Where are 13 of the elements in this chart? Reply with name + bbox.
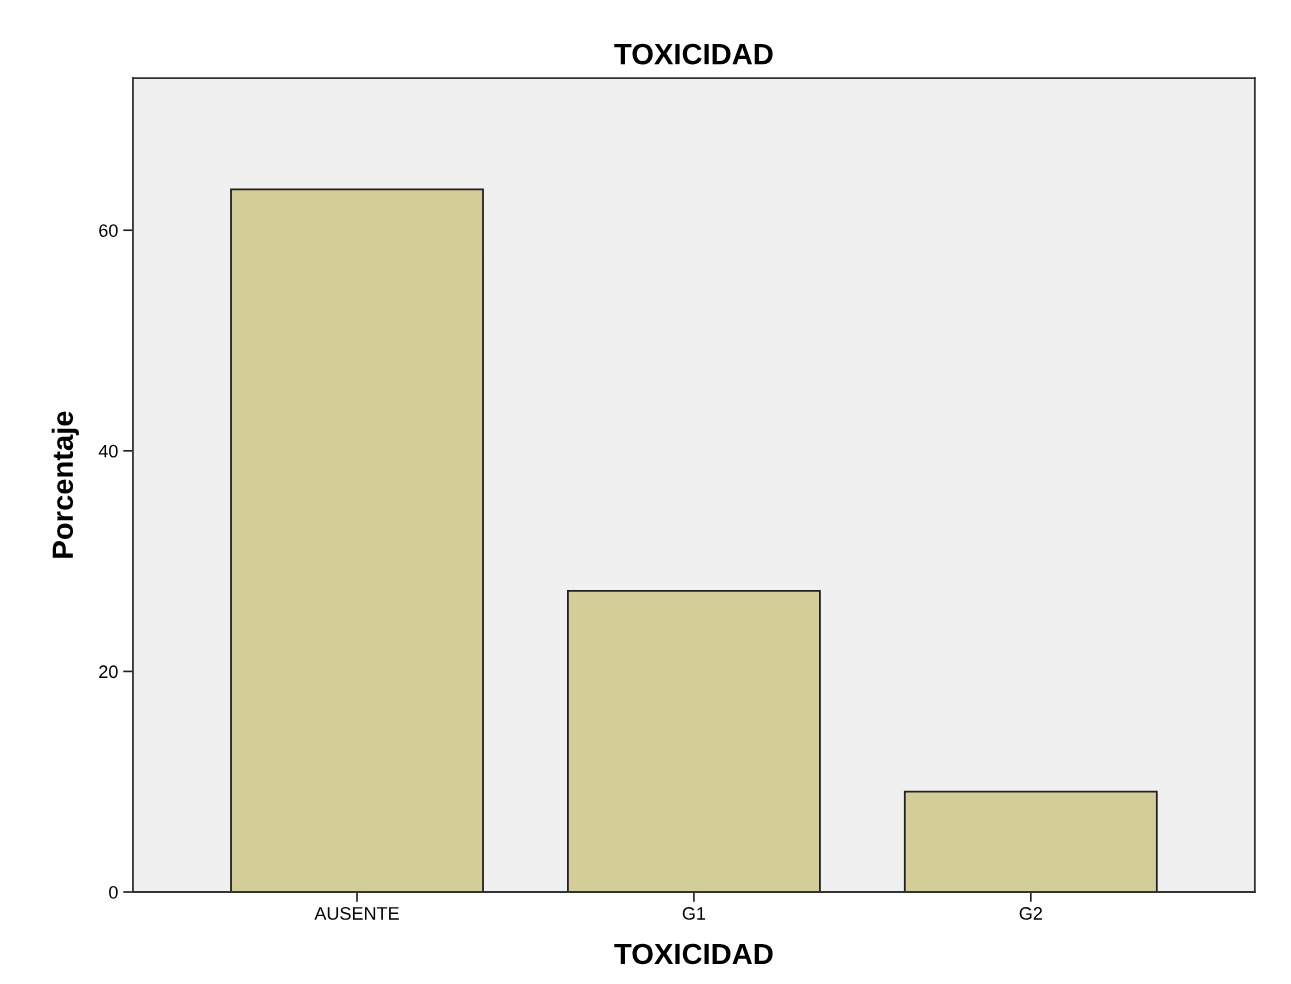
y-tick-label: 60 — [99, 224, 118, 237]
bar — [567, 589, 821, 892]
x-tick-label: AUSENTE — [314, 907, 399, 920]
x-tick-label: G1 — [682, 907, 706, 920]
bar — [903, 790, 1158, 892]
x-tick-label: G2 — [1019, 907, 1042, 920]
y-tick-label: 0 — [109, 885, 118, 899]
y-axis-title: Porcentaje — [51, 411, 79, 558]
y-tick-label: 20 — [99, 665, 118, 679]
chart-title: TOXICIDAD — [614, 43, 773, 65]
x-axis-title: TOXICIDAD — [614, 943, 773, 965]
bar — [230, 188, 484, 892]
y-tick-label: 40 — [98, 444, 118, 458]
